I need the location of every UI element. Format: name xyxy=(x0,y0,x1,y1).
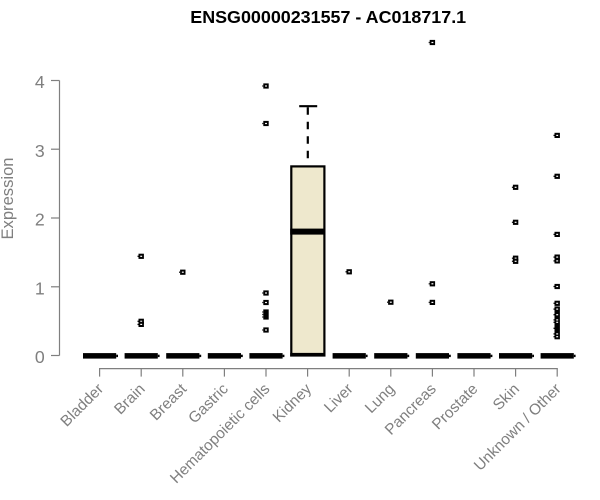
svg-text:2: 2 xyxy=(35,210,45,230)
svg-text:Expression: Expression xyxy=(0,157,17,239)
svg-text:1: 1 xyxy=(35,278,45,298)
svg-text:0: 0 xyxy=(35,347,45,367)
svg-text:3: 3 xyxy=(35,141,45,161)
svg-text:ENSG00000231557 - AC018717.1: ENSG00000231557 - AC018717.1 xyxy=(190,7,466,27)
svg-text:4: 4 xyxy=(35,72,45,92)
